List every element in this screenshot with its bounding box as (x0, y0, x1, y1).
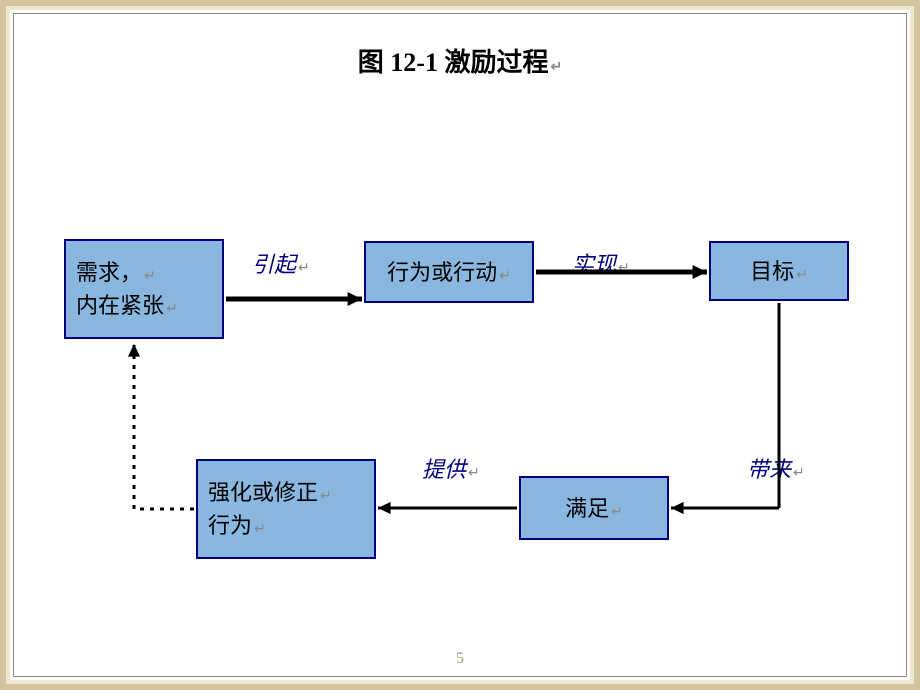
node-goal: 目标↵ (709, 241, 849, 301)
title-text: 图 12-1 激励过程 (358, 48, 549, 77)
edge-label-bring: 带来↵ (747, 452, 805, 484)
return-mark: ↵ (550, 60, 562, 75)
node-need-tension: 需求，↵内在紧张↵ (64, 239, 224, 339)
diagram-title: 图 12-1 激励过程↵ (14, 42, 906, 79)
node-behavior: 行为或行动↵ (364, 241, 534, 303)
page-number: 5 (14, 650, 906, 668)
node-satisfaction: 满足↵ (519, 476, 669, 540)
arrows-layer (14, 14, 906, 676)
edge-label-provide: 提供↵ (422, 452, 480, 484)
diagram-canvas: 图 12-1 激励过程↵ 需求，↵内在紧张↵ 行为或行动↵ 目标↵ 满足↵ 强化… (14, 14, 906, 676)
node-reinforce: 强化或修正↵行为↵ (196, 459, 376, 559)
edge-label-realize: 实现↵ (572, 247, 630, 279)
edge-label-cause: 引起↵ (252, 247, 310, 279)
